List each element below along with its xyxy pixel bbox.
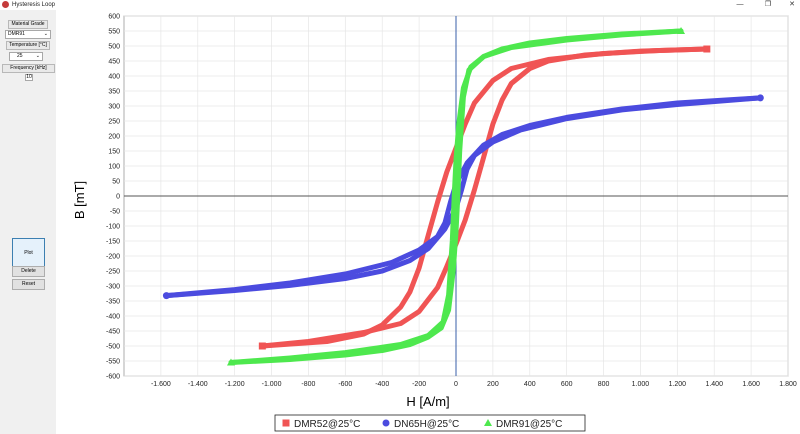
series-point (703, 45, 711, 53)
chart-legend: DMR52@25°C DN65H@25°C DMR91@25°C (274, 414, 586, 432)
series-dmr52-lower-branch (259, 46, 710, 349)
legend-marker (484, 419, 492, 426)
legend-marker (282, 419, 290, 427)
y-tick-label: -200 (106, 254, 120, 261)
temperature-value: 25 (17, 53, 23, 59)
x-tick-label: 1.000 (632, 381, 650, 388)
series-point (226, 358, 235, 366)
y-tick-label: 550 (108, 29, 120, 36)
series-dmr91 (226, 27, 686, 366)
plot-button[interactable]: Plot (12, 238, 45, 269)
y-tick-label: -250 (106, 269, 120, 276)
y-tick-label: -550 (106, 359, 120, 366)
x-tick-label: -1.000 (262, 381, 282, 388)
legend-entry-label: DMR91@25°C (496, 419, 562, 430)
series-point (756, 94, 764, 102)
legend-box (274, 414, 586, 432)
y-tick-label: 350 (108, 89, 120, 96)
y-tick-label: 200 (108, 134, 120, 141)
legend-entry-label: DN65H@25°C (394, 419, 459, 430)
x-axis-label: H [A/m] (406, 394, 449, 409)
x-tick-label: -800 (301, 381, 315, 388)
y-tick-label: 600 (108, 14, 120, 21)
reset-button[interactable]: Reset (12, 279, 45, 290)
y-tick-label: -50 (110, 209, 120, 216)
legend-marker (382, 419, 390, 427)
x-tick-label: 1.800 (779, 381, 797, 388)
y-tick-label: 400 (108, 74, 120, 81)
y-tick-label: 250 (108, 119, 120, 126)
y-tick-label: -300 (106, 284, 120, 291)
material-grade-label: Material Grade (8, 20, 48, 29)
app-icon (2, 1, 9, 8)
temperature-select[interactable]: 25 ⌄ (9, 52, 43, 61)
frequency-label: Frequency [kHz] (2, 64, 55, 73)
y-tick-label: -600 (106, 374, 120, 381)
series-dmr52 (258, 45, 711, 350)
x-tick-label: 1.400 (705, 381, 723, 388)
material-grade-select[interactable]: DMR91 ⌄ (5, 30, 51, 39)
y-tick-label: -500 (106, 344, 120, 351)
legend-entry-label: DMR52@25°C (294, 419, 360, 430)
x-tick-label: 800 (598, 381, 610, 388)
minimize-button[interactable]: — (736, 1, 744, 8)
y-tick-label: -450 (106, 329, 120, 336)
title-bar: Hysteresis Loop — ❐ ✕ (0, 0, 800, 10)
chevron-down-icon: ⌄ (43, 31, 48, 37)
series-point (677, 27, 686, 34)
x-tick-label: -1.200 (225, 381, 245, 388)
x-tick-label: -1.600 (151, 381, 171, 388)
x-tick-label: -600 (338, 381, 352, 388)
delete-button[interactable]: Delete (12, 266, 45, 277)
y-tick-label: 300 (108, 104, 120, 111)
y-tick-label: 50 (112, 179, 120, 186)
material-grade-value: DMR91 (8, 31, 25, 37)
control-panel: Material Grade DMR91 ⌄ Temperature [°C] … (0, 10, 56, 434)
x-tick-label: -1.400 (188, 381, 208, 388)
y-tick-label: 500 (108, 44, 120, 51)
y-tick-label: 100 (108, 164, 120, 171)
y-tick-label: -100 (106, 224, 120, 231)
series-point (162, 292, 170, 300)
y-tick-label: 450 (108, 59, 120, 66)
x-tick-label: -200 (412, 381, 426, 388)
y-tick-label: -350 (106, 299, 120, 306)
y-axis-label: B [mT] (72, 181, 87, 219)
y-tick-label: 150 (108, 149, 120, 156)
x-tick-label: 200 (487, 381, 499, 388)
frequency-input[interactable]: 10 (25, 74, 33, 81)
temperature-label: Temperature [°C] (6, 41, 50, 50)
x-tick-label: 1.200 (669, 381, 687, 388)
window-title: Hysteresis Loop (12, 2, 56, 8)
y-tick-label: -400 (106, 314, 120, 321)
y-tick-label: -150 (106, 239, 120, 246)
x-tick-label: 400 (524, 381, 536, 388)
y-tick-label: 0 (116, 194, 120, 201)
chevron-down-icon: ⌄ (35, 53, 40, 59)
x-tick-label: 0 (454, 381, 458, 388)
x-tick-label: -400 (375, 381, 389, 388)
maximize-button[interactable]: ❐ (764, 1, 772, 8)
series-point (258, 342, 266, 350)
x-tick-label: 1.600 (742, 381, 760, 388)
close-button[interactable]: ✕ (789, 1, 795, 8)
series-dmr91-lower-branch (228, 28, 684, 365)
x-tick-label: 600 (561, 381, 573, 388)
hysteresis-chart: -1.600 -1.400 -1.200 -1.000 -800 -600 -400 -200… (72, 14, 797, 432)
